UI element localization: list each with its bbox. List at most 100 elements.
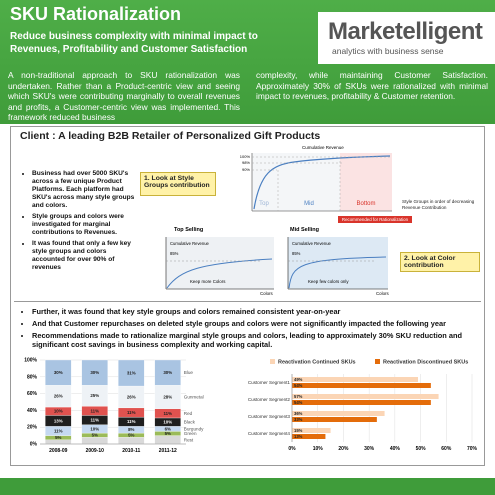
data-label: 26% [54, 394, 63, 399]
y-tick-label: Customer Segment3 [248, 414, 291, 419]
bar-segment [45, 359, 72, 386]
bullet-list: Business had over 5000 SKU's across a fe… [22, 170, 140, 275]
bar-segment [81, 359, 108, 386]
legend-label: Burgundy [184, 426, 204, 431]
x-tick-label: 40% [390, 446, 401, 452]
data-label: 30% [163, 370, 172, 375]
data-label: 25% [90, 393, 99, 398]
y-tick-label: 60% [27, 391, 38, 397]
legend-label: Reactivation Discontinued SKUs [383, 360, 468, 366]
y-tick-label: 40% [27, 408, 38, 414]
bar [292, 411, 385, 416]
curve [253, 155, 391, 210]
plot-bg [288, 237, 388, 289]
callout: 1. Look at Style Groups contribution [140, 172, 216, 196]
y-tick-label: 0% [30, 442, 38, 448]
callout: 2. Look at Color contribution [400, 252, 480, 272]
data-label: 10% [90, 426, 99, 431]
y-label: Cumulative Revenue [292, 241, 332, 246]
curve [166, 258, 273, 289]
x-tick-label: 20% [338, 446, 349, 452]
x-label: Colors [376, 291, 389, 296]
cumulative-diagram: Cumulative Revenue 100% 98% 90% Top Mid … [240, 145, 392, 212]
data-label: 54% [294, 400, 303, 405]
legend-label: Rest [184, 437, 194, 442]
x-label: Style Groups in order of decreasing Reve… [402, 199, 475, 210]
zone-shade [340, 153, 392, 211]
bar-segment [154, 435, 181, 445]
y-tick-label: 20% [27, 425, 38, 431]
x-tick-label: 30% [364, 446, 375, 452]
y-tick-label: 80% [27, 374, 38, 380]
legend-swatch [270, 359, 275, 364]
note: Keep few colors only [308, 279, 349, 284]
diagram-title: Mid Selling [290, 227, 319, 233]
bar-segment [81, 437, 108, 445]
data-label: 6% [165, 426, 171, 431]
x-tick-label: 2011-12 [159, 448, 177, 454]
data-label: 15% [294, 428, 303, 433]
note: Keep more Colors [190, 279, 226, 284]
data-label: 11% [54, 428, 63, 433]
data-label: 11% [163, 411, 172, 416]
x-tick-label: 0% [288, 446, 296, 452]
level: 85% [170, 251, 179, 256]
footer-band [0, 478, 495, 495]
data-label: 49% [294, 377, 303, 382]
bar [292, 394, 439, 399]
bar [292, 400, 431, 405]
bar [292, 428, 331, 433]
list: Further, it was found that key style gro… [22, 307, 477, 349]
intro-text: A non-traditional approach to SKU ration… [8, 70, 240, 123]
data-label: 5% [128, 433, 134, 438]
data-label: 10% [54, 409, 63, 414]
diagram-title: Top Selling [174, 227, 203, 233]
y-tick-label: Customer Segment1 [248, 380, 291, 385]
data-label: 10% [163, 420, 172, 425]
data-label: 31% [127, 371, 136, 376]
data-label: 11% [127, 419, 136, 424]
data-label: 13% [54, 418, 63, 423]
data-label: 57% [294, 394, 303, 399]
top-selling-diagram: Top Selling Cumulative Revenue 85% Keep … [165, 227, 274, 296]
bar-segment [45, 439, 72, 445]
legend-label: Gunmetal [184, 394, 204, 399]
level: 90% [242, 167, 250, 172]
logo-box: Marketelligent analytics with business s… [318, 12, 495, 64]
data-label: 26% [127, 394, 136, 399]
bar-segment [118, 437, 145, 445]
legend-label: Red [184, 411, 193, 416]
y-tick-label: 100% [24, 358, 37, 364]
title: SKU Rationalization [10, 4, 182, 24]
x-tick-label: 2009-10 [86, 448, 105, 454]
x-tick-label: 2008-09 [49, 448, 68, 454]
x-tick-label: 70% [467, 446, 478, 452]
x-tick-label: 2010-11 [122, 448, 140, 454]
level: 98% [242, 160, 250, 165]
zone: Mid [304, 201, 314, 207]
level: 85% [292, 251, 301, 256]
findings-list: Further, it was found that key style gro… [22, 307, 477, 352]
y-tick-label: Customer Segment4 [248, 431, 291, 436]
bullet: Recommendations made to rationalize marg… [32, 331, 477, 349]
bullet: And that Customer repurchases on deleted… [32, 319, 477, 328]
y-label: Cumulative Revenue [170, 241, 210, 246]
stacked-bar-chart: 0% 20% 40% 60% 80% 100% 2008-09 5% 11% 13% 10% 26% 3… [24, 358, 204, 455]
x-tick-label: 60% [441, 446, 452, 452]
bar-segment [118, 359, 145, 387]
data-label: 5% [165, 431, 171, 436]
legend-label: Green [184, 431, 197, 436]
data-label: 54% [294, 383, 303, 388]
plot-bg [166, 237, 274, 289]
data-label: 11% [90, 408, 99, 413]
intro-text: complexity, while maintaining Customer S… [256, 70, 488, 102]
data-label: 30% [90, 370, 99, 375]
level: 100% [240, 154, 251, 159]
tagline: analytics with business sense [332, 46, 444, 56]
subtitle: Reduce business complexity with minimal … [10, 31, 258, 55]
separator [14, 301, 481, 302]
curve [288, 256, 387, 289]
bar [292, 434, 326, 439]
list: Business had over 5000 SKU's across a fe… [22, 170, 140, 272]
bullet: It was found that only a few key style g… [32, 240, 140, 272]
